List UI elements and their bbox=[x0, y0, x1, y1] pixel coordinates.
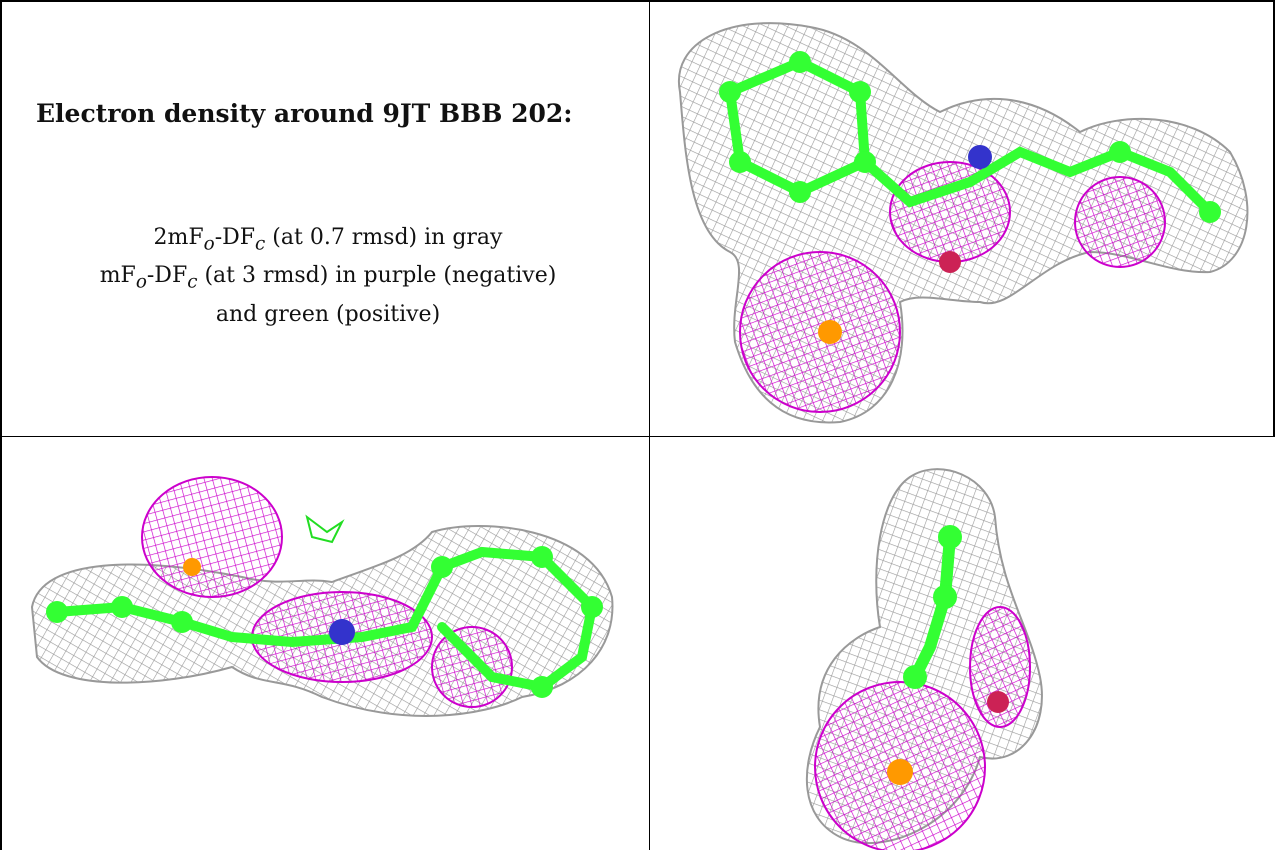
legend-sub: c bbox=[187, 271, 198, 293]
legend-text: (at 3 rmsd) in purple (negative) bbox=[197, 263, 557, 289]
legend-text: (at 0.7 rmsd) in gray bbox=[265, 225, 503, 250]
density-view-top-right bbox=[650, 2, 1273, 436]
table-middle-divider bbox=[649, 0, 650, 850]
atoms bbox=[719, 51, 1221, 344]
density-view-bottom-left bbox=[2, 437, 649, 850]
atoms bbox=[887, 525, 1009, 785]
table-right-border bbox=[1273, 0, 1275, 437]
legend-text: -DF bbox=[214, 225, 256, 250]
density-render-3 bbox=[805, 468, 1043, 850]
legend-line-2fo: 2mFo-DFc (at 0.7 rmsd) in gray bbox=[22, 222, 634, 260]
figure-legend: 2mFo-DFc (at 0.7 rmsd) in gray mFo-DFc (… bbox=[22, 222, 634, 331]
purple-blob bbox=[969, 606, 1031, 728]
green-positive-mesh bbox=[305, 514, 345, 544]
density-view-bottom-right bbox=[650, 437, 1273, 850]
legend-sub: c bbox=[255, 233, 266, 255]
purple-blob bbox=[141, 476, 283, 598]
table-left-border bbox=[0, 0, 2, 850]
table-top-border bbox=[0, 0, 1275, 2]
legend-sub: o bbox=[203, 233, 215, 255]
legend-sub: o bbox=[135, 271, 147, 293]
legend-line-colors: and green (positive) bbox=[215, 301, 441, 327]
density-render-2 bbox=[30, 476, 614, 717]
legend-text: 2mF bbox=[153, 225, 204, 250]
table-row-divider bbox=[0, 436, 1275, 437]
atoms bbox=[46, 546, 603, 698]
purple-blob bbox=[1074, 176, 1166, 268]
legend-text: mF bbox=[99, 263, 136, 289]
legend-line-fo: mFo-DFc (at 3 rmsd) in purple (negative) bbox=[22, 260, 634, 298]
legend-text: -DF bbox=[146, 263, 188, 289]
purple-blob bbox=[889, 161, 1011, 263]
figure-title: Electron density around 9JT BBB 202: bbox=[36, 99, 573, 128]
purple-blob bbox=[431, 626, 513, 708]
carbon-chain bbox=[909, 531, 956, 683]
caption-cell: Electron density around 9JT BBB 202: 2mF… bbox=[2, 2, 649, 436]
density-render-1 bbox=[677, 22, 1249, 424]
